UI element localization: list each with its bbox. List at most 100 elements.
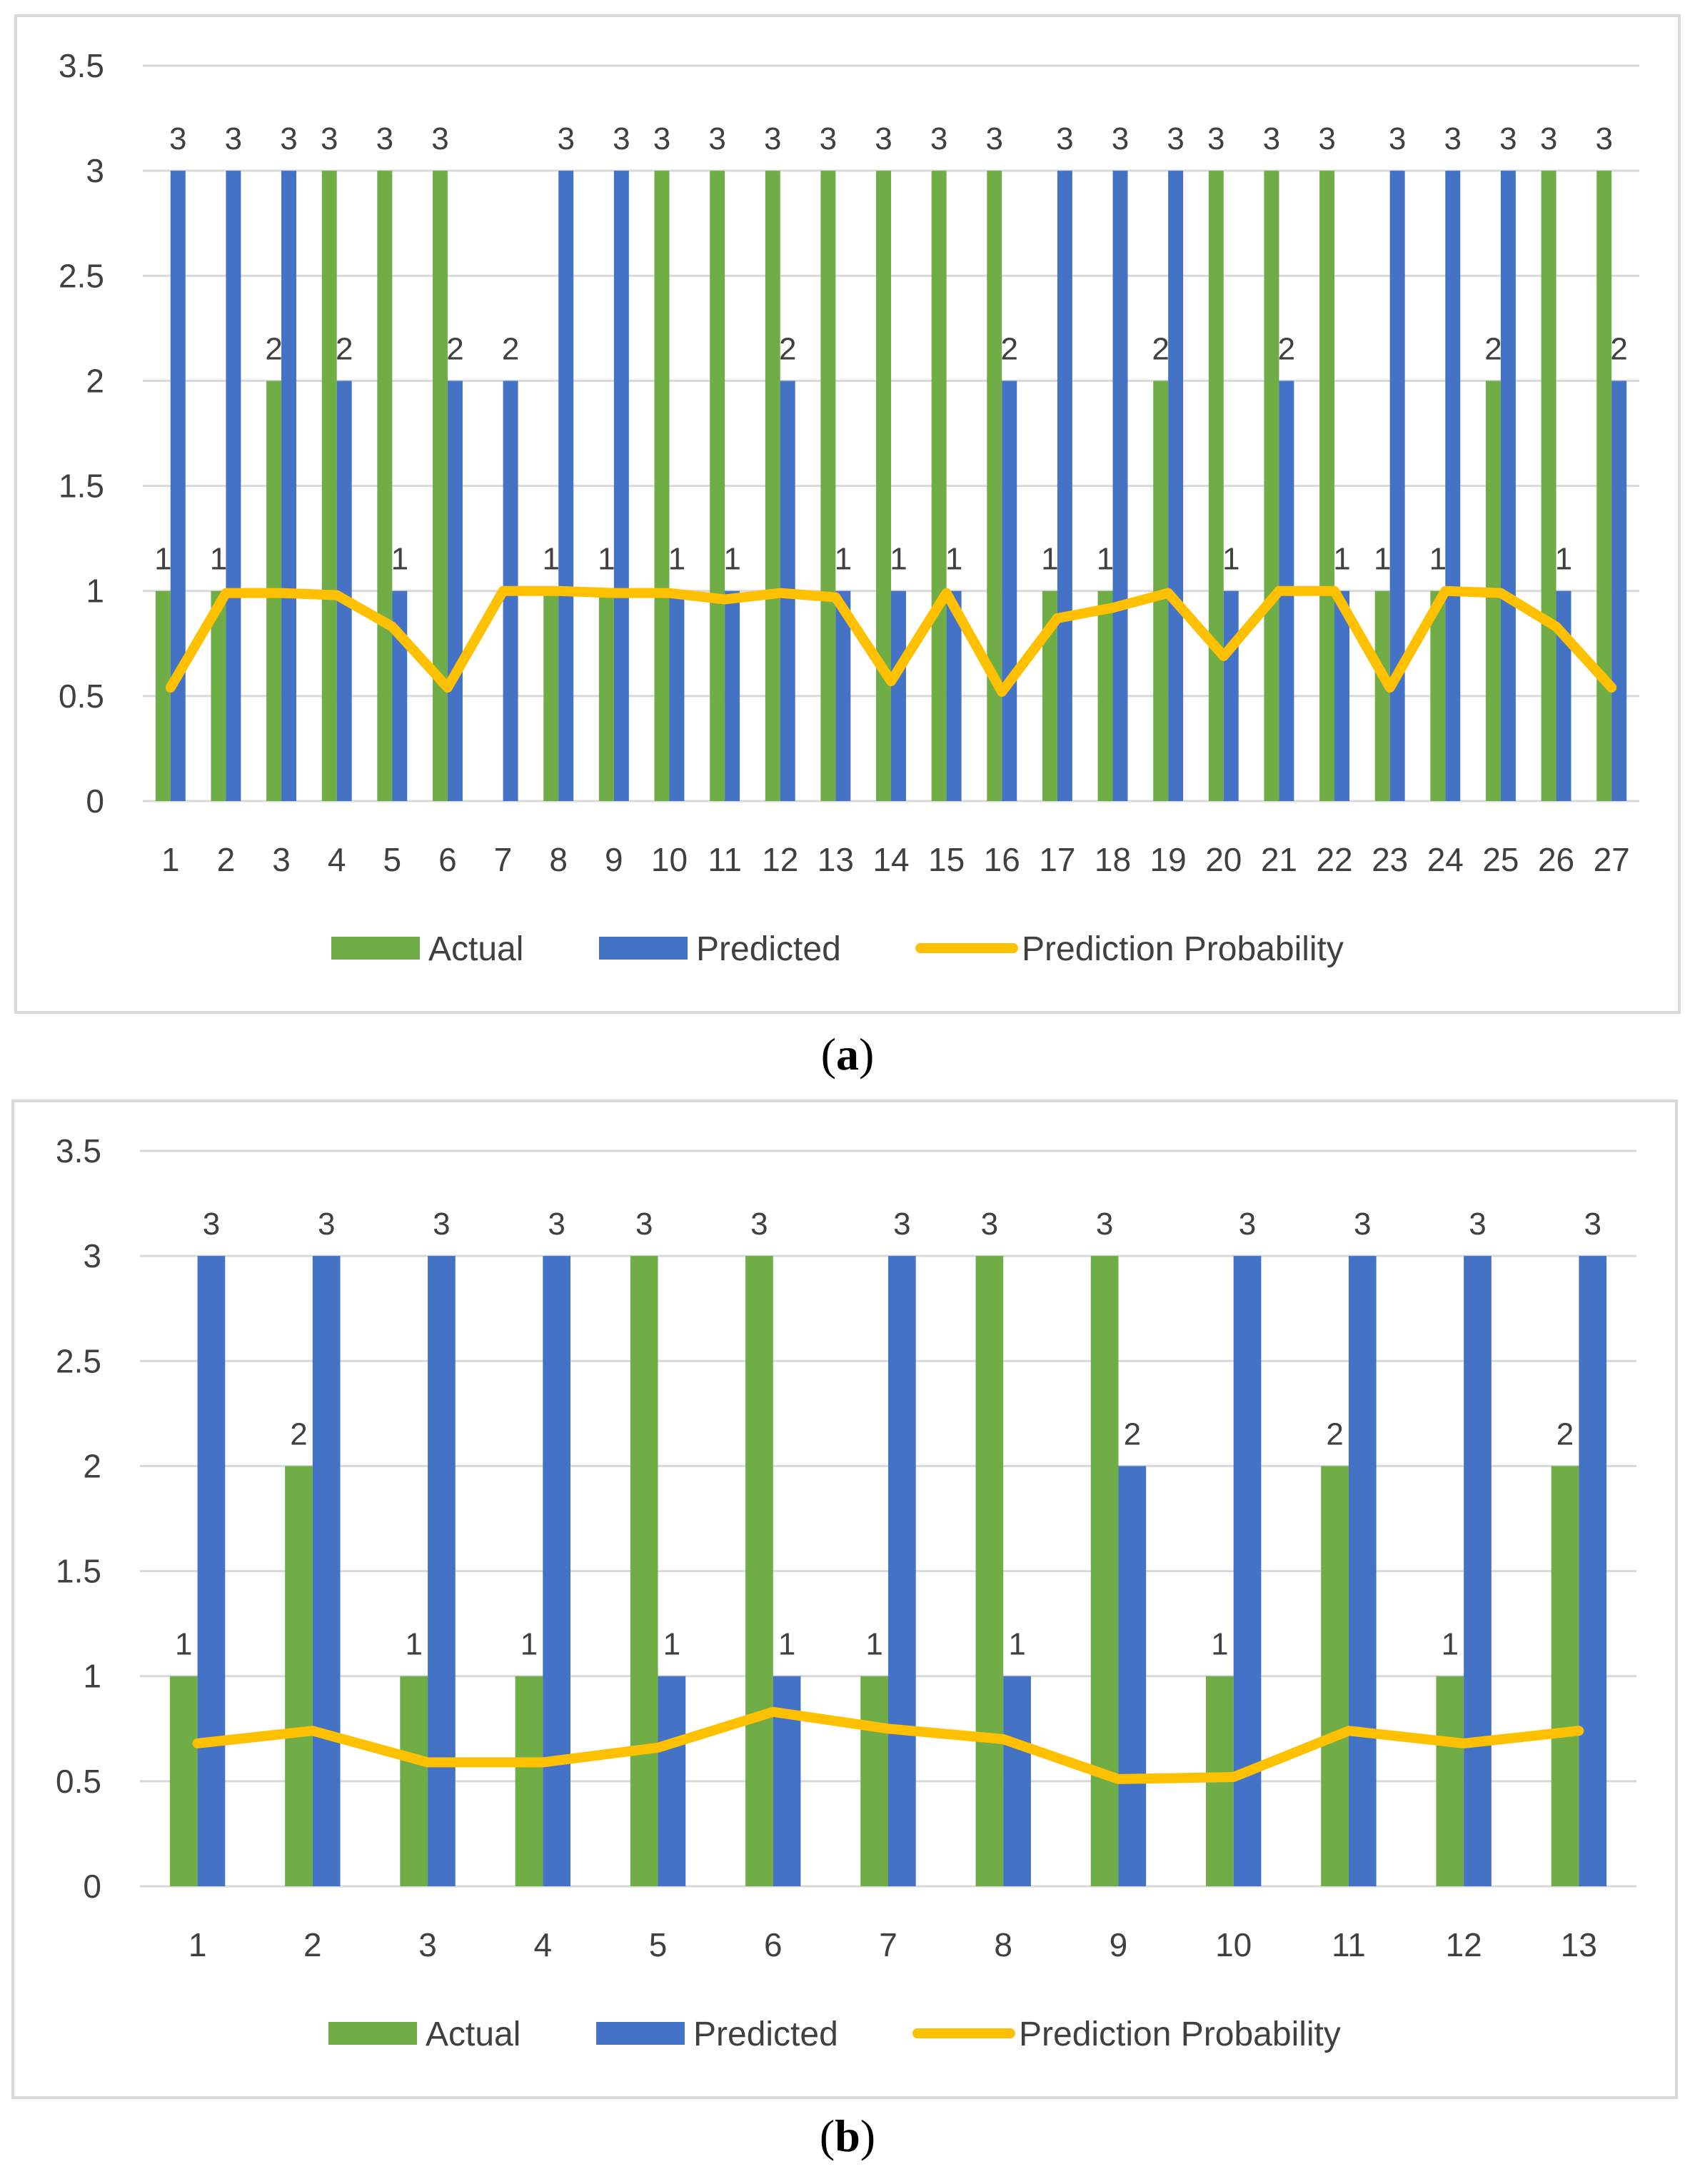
x-tick-label: 4	[328, 841, 346, 878]
bar-predicted	[447, 381, 463, 801]
data-label-predicted: 2	[446, 331, 463, 366]
bar-actual	[1208, 171, 1224, 802]
chart-panel-b: 0 0.5 1 1.5 2 2.5 3 3.5 1 3 1 2 3 2 1 3 3 1 3 4 3 1 5 3 1 6 1 3 7 3 1 8…	[11, 1099, 1678, 2099]
data-label-actual: 3	[930, 121, 947, 156]
x-tick-label: 5	[649, 1926, 668, 1963]
data-label-actual: 2	[1326, 1416, 1343, 1451]
data-label-actual: 1	[1429, 542, 1447, 577]
x-tick-label: 6	[438, 841, 457, 878]
data-label-predicted: 1	[1333, 542, 1350, 577]
x-tick-label: 1	[188, 1926, 207, 1963]
y-tick-label: 1	[83, 1658, 101, 1695]
x-tick-label: 13	[818, 841, 854, 878]
data-label-predicted: 2	[502, 331, 519, 366]
bar-predicted	[1464, 1256, 1492, 1886]
data-label-predicted: 3	[613, 121, 630, 156]
y-tick-label: 3	[86, 152, 104, 189]
data-label-actual: 1	[1041, 542, 1058, 577]
data-label-predicted: 3	[225, 121, 242, 156]
x-tick-label: 21	[1261, 841, 1297, 878]
bar-predicted	[835, 590, 851, 801]
bar-actual	[543, 590, 559, 801]
y-tick-label: 2.5	[56, 1342, 101, 1379]
bar-predicted	[281, 171, 297, 802]
data-label-actual: 3	[708, 121, 725, 156]
y-tick-label: 1.5	[56, 1553, 101, 1590]
bar-predicted	[1611, 381, 1627, 801]
x-tick-label: 7	[879, 1926, 897, 1963]
data-label-predicted: 3	[1354, 1207, 1371, 1242]
data-label-actual: 2	[265, 331, 282, 366]
bar-actual	[400, 1676, 428, 1886]
data-label-predicted: 2	[336, 331, 353, 366]
data-label-actual: 1	[543, 542, 560, 577]
x-tick-label: 2	[303, 1926, 322, 1963]
x-tick-label: 3	[418, 1926, 437, 1963]
data-label-actual: 3	[750, 1207, 768, 1242]
bar-predicted	[1168, 171, 1184, 802]
x-tick-label: 11	[708, 841, 742, 878]
x-tick-label: 2	[217, 841, 236, 878]
bar-predicted	[558, 171, 574, 802]
data-label-actual: 3	[1540, 121, 1557, 156]
data-label-predicted: 1	[778, 1627, 795, 1662]
legend-predicted-label: Predicted	[693, 2016, 838, 2053]
data-label-predicted: 1	[1555, 542, 1572, 577]
bar-predicted	[1233, 1256, 1262, 1886]
data-label-actual: 1	[865, 1627, 882, 1662]
bar-predicted	[658, 1676, 686, 1886]
data-label-predicted: 1	[1222, 542, 1239, 577]
caption-b: (b)	[819, 2110, 876, 2161]
data-label-predicted: 3	[1112, 121, 1129, 156]
x-tick-label: 18	[1095, 841, 1131, 878]
data-label-predicted: 2	[1610, 331, 1627, 366]
x-tick-label: 1	[161, 841, 180, 878]
x-tick-label: 24	[1427, 841, 1464, 878]
bar-predicted	[1057, 171, 1072, 802]
x-tick-label: 7	[494, 841, 513, 878]
bar-actual	[1541, 171, 1556, 802]
data-label-predicted: 1	[663, 1627, 680, 1662]
chart-a-svg: 00.511.522.533.5131132233324315326271381…	[59, 47, 1639, 968]
data-label-predicted: 3	[203, 1207, 220, 1242]
y-tick-label: 0	[83, 1868, 101, 1905]
data-label-predicted: 2	[779, 331, 796, 366]
bar-predicted	[1118, 1466, 1147, 1886]
data-label-actual: 3	[1318, 121, 1335, 156]
caption-a: (a)	[820, 1029, 875, 1080]
data-label-predicted: 1	[391, 542, 408, 577]
bar-predicted	[226, 171, 241, 802]
data-label-predicted: 3	[280, 121, 297, 156]
x-tick-label: 19	[1150, 841, 1187, 878]
legend-actual-swatch	[328, 2022, 417, 2045]
bar-actual	[1090, 1256, 1119, 1886]
data-label-predicted: 3	[318, 1207, 335, 1242]
x-tick-label: 6	[764, 1926, 783, 1963]
bar-predicted	[170, 171, 186, 802]
x-tick-label: 10	[1215, 1926, 1252, 1963]
data-label-actual: 1	[1211, 1627, 1228, 1662]
bar-actual	[931, 171, 947, 802]
y-tick-label: 3.5	[56, 1132, 101, 1169]
bar-actual	[598, 590, 614, 801]
x-tick-label: 11	[1332, 1926, 1366, 1963]
y-tick-label: 2	[83, 1447, 101, 1484]
data-label-actual: 3	[875, 121, 892, 156]
data-label-predicted: 3	[1056, 121, 1073, 156]
bar-actual	[211, 590, 226, 801]
data-label-actual: 2	[290, 1416, 307, 1451]
legend-actual-label: Actual	[428, 930, 523, 968]
bar-predicted	[669, 590, 685, 801]
bar-predicted	[613, 171, 629, 802]
data-label-actual: 3	[321, 121, 338, 156]
legend-predicted-swatch	[596, 2022, 685, 2045]
data-label-predicted: 3	[169, 121, 186, 156]
bar-actual	[975, 1256, 1004, 1886]
bar-predicted	[543, 1256, 571, 1886]
prediction-probability-line	[165, 585, 1617, 697]
bar-actual	[745, 1256, 773, 1886]
y-tick-label: 0	[86, 782, 104, 820]
bar-predicted	[725, 590, 740, 801]
x-tick-label: 4	[534, 1926, 553, 1963]
x-tick-label: 23	[1372, 841, 1408, 878]
